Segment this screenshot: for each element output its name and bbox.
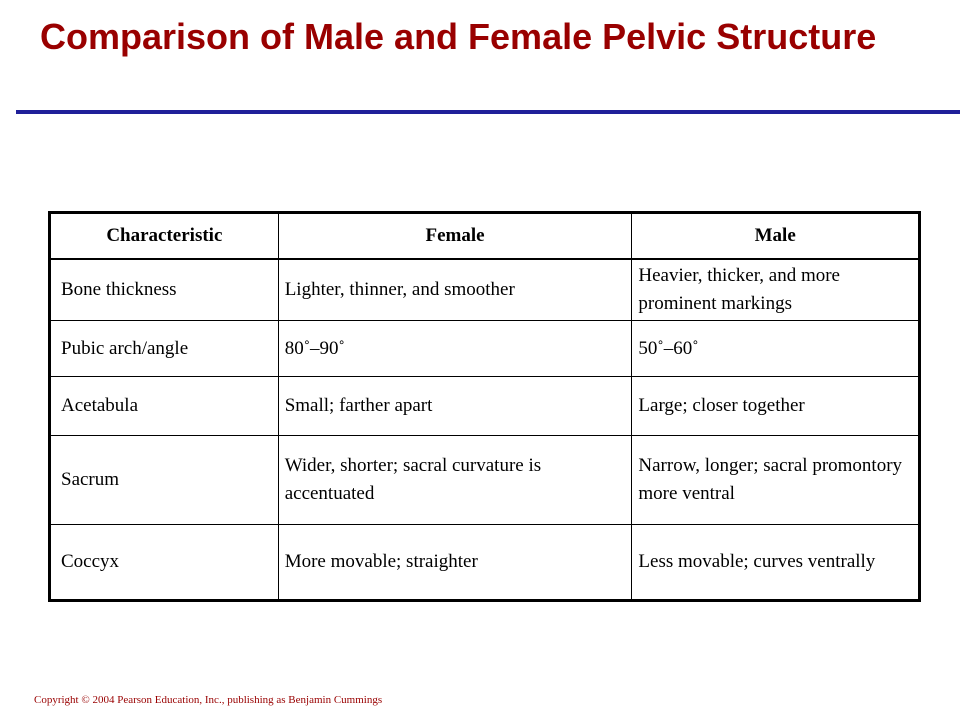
cell-male: Heavier, thicker, and more prominent mar… <box>631 258 920 321</box>
title-divider <box>16 110 960 114</box>
cell-male: Large; closer together <box>631 376 920 436</box>
table-row: Bone thickness Lighter, thinner, and smo… <box>49 258 920 321</box>
cell-characteristic: Coccyx <box>49 524 279 601</box>
pelvis-comparison-table: Characteristic Female Male Bone thicknes… <box>48 211 921 602</box>
header-female: Female <box>277 212 633 260</box>
copyright-notice: Copyright © 2004 Pearson Education, Inc.… <box>34 694 383 706</box>
table-row: Sacrum Wider, shorter; sacral curvature … <box>49 435 920 525</box>
slide-title: Comparison of Male and Female Pelvic Str… <box>40 16 877 57</box>
header-male: Male <box>631 212 920 260</box>
cell-female: 80˚–90˚ <box>277 320 633 377</box>
cell-characteristic: Sacrum <box>49 435 279 525</box>
table-row: Acetabula Small; farther apart Large; cl… <box>49 376 920 436</box>
cell-female: Lighter, thinner, and smoother <box>277 258 633 321</box>
cell-female: Wider, shorter; sacral curvature is acce… <box>277 435 633 525</box>
cell-characteristic: Pubic arch/angle <box>49 320 279 377</box>
header-characteristic: Characteristic <box>49 212 279 260</box>
cell-female: Small; farther apart <box>277 376 633 436</box>
table-row: Coccyx More movable; straighter Less mov… <box>49 524 920 601</box>
table-header-row: Characteristic Female Male <box>49 212 920 260</box>
cell-male: 50˚–60˚ <box>631 320 920 377</box>
cell-female: More movable; straighter <box>277 524 633 601</box>
cell-characteristic: Bone thickness <box>49 258 279 321</box>
cell-characteristic: Acetabula <box>49 376 279 436</box>
table-row: Pubic arch/angle 80˚–90˚ 50˚–60˚ <box>49 320 920 377</box>
cell-male: Narrow, longer; sacral promontory more v… <box>631 435 920 525</box>
cell-male: Less movable; curves ventrally <box>631 524 920 601</box>
